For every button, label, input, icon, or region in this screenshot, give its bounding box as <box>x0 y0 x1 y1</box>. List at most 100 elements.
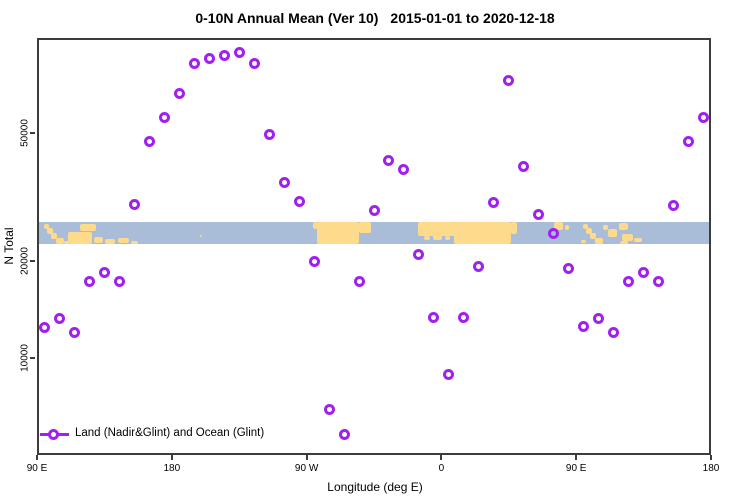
land-patch <box>424 236 430 240</box>
data-point <box>158 111 170 123</box>
land-patch <box>418 222 455 236</box>
data-point <box>383 155 395 167</box>
chart-title-left: 0-10N Annual Mean (Ver 10) <box>195 10 379 26</box>
data-point <box>518 161 530 173</box>
land-patch <box>583 224 588 229</box>
data-point <box>293 195 305 207</box>
map-strip <box>37 222 711 244</box>
data-point <box>503 74 515 86</box>
data-point <box>308 256 320 268</box>
data-point <box>668 200 680 212</box>
data-point <box>203 53 215 65</box>
x-tick-mark <box>575 455 578 460</box>
data-point <box>473 261 485 273</box>
data-point <box>683 135 695 147</box>
land-patch <box>200 235 202 237</box>
data-point <box>608 326 620 338</box>
data-point <box>653 276 665 288</box>
x-tick-label: 180 <box>702 463 720 474</box>
land-patch <box>622 234 633 241</box>
data-point <box>578 321 590 333</box>
land-patch <box>608 229 617 237</box>
data-point <box>593 313 605 325</box>
land-patch <box>634 238 642 242</box>
land-patch <box>359 222 371 233</box>
data-point <box>248 58 260 70</box>
data-point <box>98 267 110 279</box>
x-axis-title: Longitude (deg E) <box>327 480 423 494</box>
land-patch <box>511 222 517 234</box>
data-point <box>38 322 50 334</box>
land-patch <box>131 241 138 244</box>
x-tick-label: 180 <box>163 463 181 474</box>
data-point <box>263 129 275 141</box>
land-patch <box>620 241 628 244</box>
data-point <box>323 404 335 416</box>
data-point <box>188 58 200 70</box>
land-patch <box>565 225 569 230</box>
data-point <box>698 112 709 124</box>
data-point <box>113 276 125 288</box>
data-point <box>278 176 290 188</box>
data-point <box>563 263 575 275</box>
legend-marker-icon <box>48 429 59 440</box>
land-patch <box>619 223 628 230</box>
x-tick-mark <box>305 455 308 460</box>
x-tick-label: 90 E <box>565 463 587 474</box>
data-point <box>53 313 65 325</box>
y-tick-mark <box>30 356 35 359</box>
land-patch <box>313 222 318 229</box>
x-tick-mark <box>36 455 38 460</box>
land-patch <box>80 224 96 231</box>
land-patch <box>44 224 49 229</box>
x-tick-label: 90 E <box>26 463 48 474</box>
data-point <box>623 275 635 287</box>
data-point <box>488 196 500 208</box>
data-point <box>338 429 350 441</box>
land-patch <box>445 236 450 240</box>
data-point <box>68 326 80 338</box>
data-point <box>143 135 155 147</box>
data-point <box>458 312 470 324</box>
land-patch <box>68 232 92 244</box>
data-point <box>548 227 560 239</box>
x-tick-mark <box>710 455 712 460</box>
land-patch <box>64 241 71 244</box>
data-point <box>353 276 365 288</box>
x-tick-mark <box>440 455 443 460</box>
land-patch <box>47 228 53 234</box>
land-patch <box>595 238 603 244</box>
land-patch <box>554 222 563 230</box>
data-point <box>443 369 455 381</box>
plot-area: 90 E 180 90 W 0 90 E 180 10000 20000 50000 Land … <box>2 38 719 474</box>
land-patch <box>56 238 64 244</box>
land-patch <box>105 239 115 244</box>
data-point <box>398 164 410 176</box>
data-point <box>128 198 140 210</box>
x-tick-mark <box>170 455 173 460</box>
land-patch <box>433 235 442 240</box>
data-point <box>233 46 245 58</box>
plot-frame <box>37 38 711 455</box>
data-point <box>83 276 95 288</box>
x-tick-label: 0 <box>438 463 445 474</box>
y-tick-mark <box>30 259 35 262</box>
land-patch <box>603 225 608 230</box>
land-patch <box>51 233 57 239</box>
land-patch <box>94 237 103 243</box>
chart-title: 0-10N Annual Mean (Ver 10) 2015-01-01 to … <box>0 10 750 26</box>
land-patch <box>317 222 359 244</box>
land-patch <box>581 240 586 243</box>
data-point <box>173 87 185 99</box>
x-tick-label: 90 W <box>294 463 319 474</box>
legend-label: Land (Nadir&Glint) and Ocean (Glint) <box>75 427 265 439</box>
data-point <box>533 209 545 221</box>
land-patch <box>118 238 129 243</box>
chart-title-right: 2015-01-01 to 2020-12-18 <box>390 10 555 26</box>
y-tick-mark <box>30 132 35 134</box>
data-point <box>413 248 425 260</box>
data-point <box>218 50 230 62</box>
land-patch <box>454 222 511 244</box>
land-patch <box>590 233 596 239</box>
